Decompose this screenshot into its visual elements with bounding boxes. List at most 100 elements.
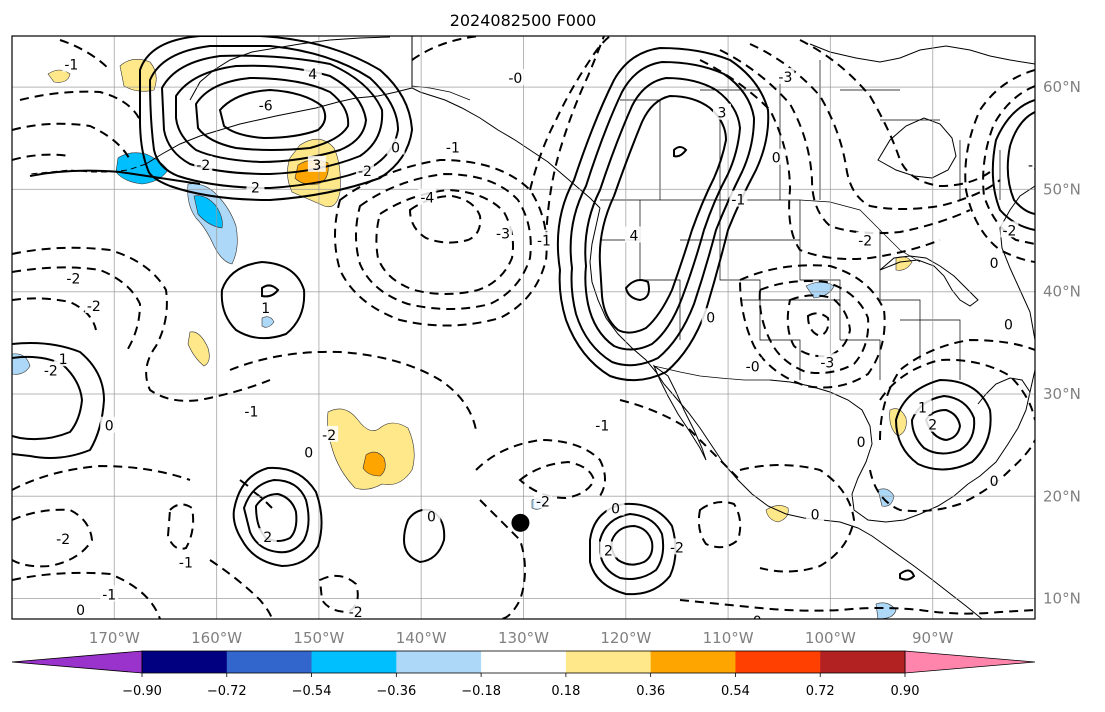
contour-label: -1 bbox=[64, 58, 78, 74]
contour-label-background bbox=[54, 530, 73, 547]
colorbar-tick-label: 0.90 bbox=[891, 684, 920, 699]
longitude-tick-label: 110°W bbox=[703, 629, 754, 647]
contour-label: -3 bbox=[778, 70, 792, 86]
positive-contour-gulf-2 bbox=[910, 394, 976, 455]
contour-label: 2 bbox=[251, 180, 260, 196]
negative-contour-south-1 bbox=[12, 571, 161, 619]
positive-contour-ridge-west-2 bbox=[569, 60, 756, 367]
alaska-coastline bbox=[411, 36, 601, 209]
longitude-tick-label: 120°W bbox=[600, 629, 651, 647]
contour-label-background bbox=[307, 155, 326, 172]
contour-label: -2 bbox=[44, 363, 58, 379]
positive-contour-central-pacific-2 bbox=[242, 478, 310, 554]
contour-label-background bbox=[41, 361, 60, 378]
contour-label: 1 bbox=[59, 352, 68, 368]
contour-label: 1 bbox=[261, 301, 270, 317]
colorbar-tick-label: 0.36 bbox=[636, 684, 665, 699]
negative-contour-north-2 bbox=[19, 90, 141, 121]
contour-label: -1 bbox=[731, 193, 745, 209]
contour-label: 0 bbox=[811, 508, 820, 524]
contour-label-background bbox=[71, 600, 90, 617]
negative-contour-east-edge-4 bbox=[982, 85, 1035, 245]
contour-label: 0 bbox=[772, 151, 781, 167]
colorbar-segment bbox=[565, 651, 652, 673]
contour-label: -6 bbox=[259, 99, 273, 115]
colorbar-tick-label: 0.18 bbox=[551, 684, 580, 699]
negative-contour-us-2 bbox=[758, 280, 870, 374]
colorbar-segment bbox=[226, 651, 313, 673]
contour-label-background bbox=[712, 103, 731, 120]
latitude-tick-label: 60°N bbox=[1043, 78, 1081, 96]
longitude-tick-label: 170°W bbox=[89, 629, 140, 647]
negative-contour-us-4 bbox=[806, 312, 830, 338]
negative-contour-gulf-of-alaska-3 bbox=[375, 188, 514, 295]
contour-label: 0 bbox=[990, 474, 999, 490]
negative-contour-central-4 bbox=[166, 503, 195, 550]
latitude-tick-label: 30°N bbox=[1043, 385, 1081, 403]
colorbar bbox=[11, 650, 1036, 674]
negative-contour-south-mexico bbox=[679, 599, 1035, 615]
contour-label: -1 bbox=[595, 419, 609, 435]
contour-label-background bbox=[534, 231, 553, 248]
colorbar-tick-label: −0.90 bbox=[122, 684, 162, 699]
negative-contour-pacific-wide-3 bbox=[12, 297, 97, 331]
colorbar-tick-label: −0.36 bbox=[376, 684, 416, 699]
positive-contour-east-edge-2 bbox=[1006, 111, 1035, 215]
contour-label: -0 bbox=[748, 614, 762, 630]
contour-label-background bbox=[856, 231, 875, 248]
negative-contour-ridge-east-3 bbox=[749, 43, 1001, 210]
contour-label-background bbox=[299, 443, 318, 460]
positive-patch-mexico-coast bbox=[765, 505, 789, 523]
colorbar-tick-label: −0.72 bbox=[207, 684, 247, 699]
contour-label-background bbox=[194, 155, 213, 172]
contour-label-background bbox=[256, 299, 275, 316]
negative-contour-south-2 bbox=[209, 559, 273, 619]
contour-label: 0 bbox=[857, 435, 866, 451]
contour-label: -3 bbox=[820, 355, 834, 371]
colorbar-tick-labels: −0.90 −0.72 −0.54 −0.36 −0.18 0.18 0.36 0.54 0.7… bbox=[122, 673, 919, 699]
positive-contour-west-edge-2 bbox=[12, 355, 84, 441]
colorbar-extend-min bbox=[11, 650, 143, 674]
contour-label: 2 bbox=[928, 418, 937, 434]
contour-label-background bbox=[1026, 155, 1035, 172]
positive-contour-ridge-west-4 bbox=[598, 94, 728, 334]
contour-label: -2 bbox=[858, 234, 872, 250]
contour-label-background bbox=[745, 612, 764, 619]
negative-contour-gulf-of-alaska-1 bbox=[334, 158, 548, 327]
contour-label: 0 bbox=[391, 140, 400, 156]
baja-california bbox=[652, 364, 707, 461]
longitude-labels: 170°W 160°W 150°W 140°W 130°W 120°W 110°W 100°W… bbox=[89, 629, 954, 647]
contour-label-background bbox=[923, 415, 942, 432]
positive-contour-center-2 bbox=[624, 279, 650, 302]
longitude-tick-label: 160°W bbox=[191, 629, 242, 647]
contour-label-background bbox=[62, 55, 81, 72]
contour-label: 3 bbox=[312, 158, 321, 174]
longitude-tick-label: 130°W bbox=[498, 629, 549, 647]
contour-label-background bbox=[593, 416, 612, 433]
contour-label-background bbox=[84, 297, 103, 314]
longitude-tick-label: 140°W bbox=[396, 629, 447, 647]
negative-contour-pacific-wide-1 bbox=[12, 246, 271, 402]
colorbar-segment bbox=[481, 651, 567, 673]
contour-label: -3 bbox=[1028, 158, 1042, 174]
contour-label-background bbox=[1000, 221, 1019, 238]
colorbar-tick-label: 0.54 bbox=[721, 684, 750, 699]
contour-label-background bbox=[386, 138, 405, 155]
negative-contour-east-edge-3 bbox=[964, 69, 1035, 263]
negative-patch-tiny bbox=[261, 316, 275, 328]
colorbar-tick-label: −0.54 bbox=[292, 684, 332, 699]
positive-contour-west-edge-1 bbox=[12, 342, 106, 459]
negative-contour-us-3 bbox=[786, 294, 852, 358]
negative-patch-ne-pacific bbox=[805, 281, 835, 299]
contour-label-background bbox=[506, 68, 525, 85]
contour-label-background bbox=[346, 602, 365, 619]
contour-label: 0 bbox=[990, 256, 999, 272]
negative-contour-central-3 bbox=[12, 508, 94, 568]
positive-contour-aleutian-6 bbox=[218, 88, 327, 140]
contour-label: 0 bbox=[105, 419, 114, 435]
negative-contour-atlantic-3 bbox=[869, 439, 1035, 513]
negative-contour-north-1 bbox=[411, 36, 481, 61]
negative-contour-atlantic-2 bbox=[879, 338, 1035, 441]
contour-label: -2 bbox=[1002, 223, 1016, 239]
